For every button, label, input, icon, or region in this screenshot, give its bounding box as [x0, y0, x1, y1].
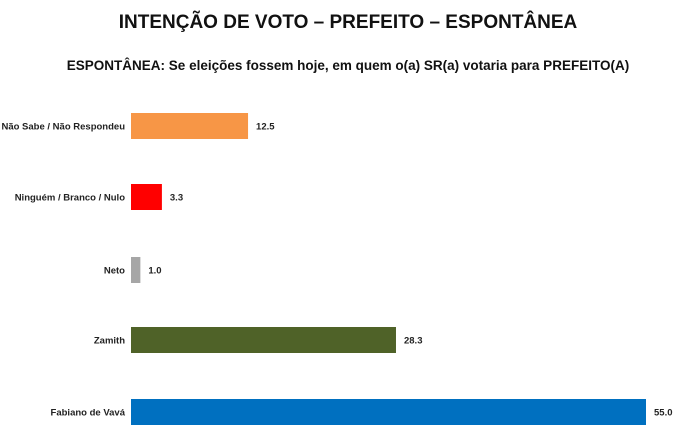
category-label: Ninguém / Branco / Nulo [15, 193, 126, 204]
bar [131, 257, 141, 283]
bar [131, 399, 646, 425]
category-label: Não Sabe / Não Respondeu [1, 122, 125, 133]
category-label: Zamith [94, 336, 125, 347]
category-label: Neto [104, 266, 125, 277]
category-label: Fabiano de Vavá [51, 408, 126, 419]
bar [131, 327, 396, 353]
bar [131, 113, 249, 139]
value-label: 12.5 [256, 122, 275, 133]
value-label: 55.0 [654, 408, 673, 419]
chart-title: INTENÇÃO DE VOTO – PREFEITO – ESPONTÂNEA [118, 12, 578, 33]
chart-subtitle: ESPONTÂNEA: Se eleições fossem hoje, em … [66, 58, 630, 73]
value-label: 28.3 [404, 336, 423, 347]
value-label: 1.0 [148, 266, 161, 277]
value-label: 3.3 [170, 193, 183, 204]
bar [131, 184, 162, 210]
